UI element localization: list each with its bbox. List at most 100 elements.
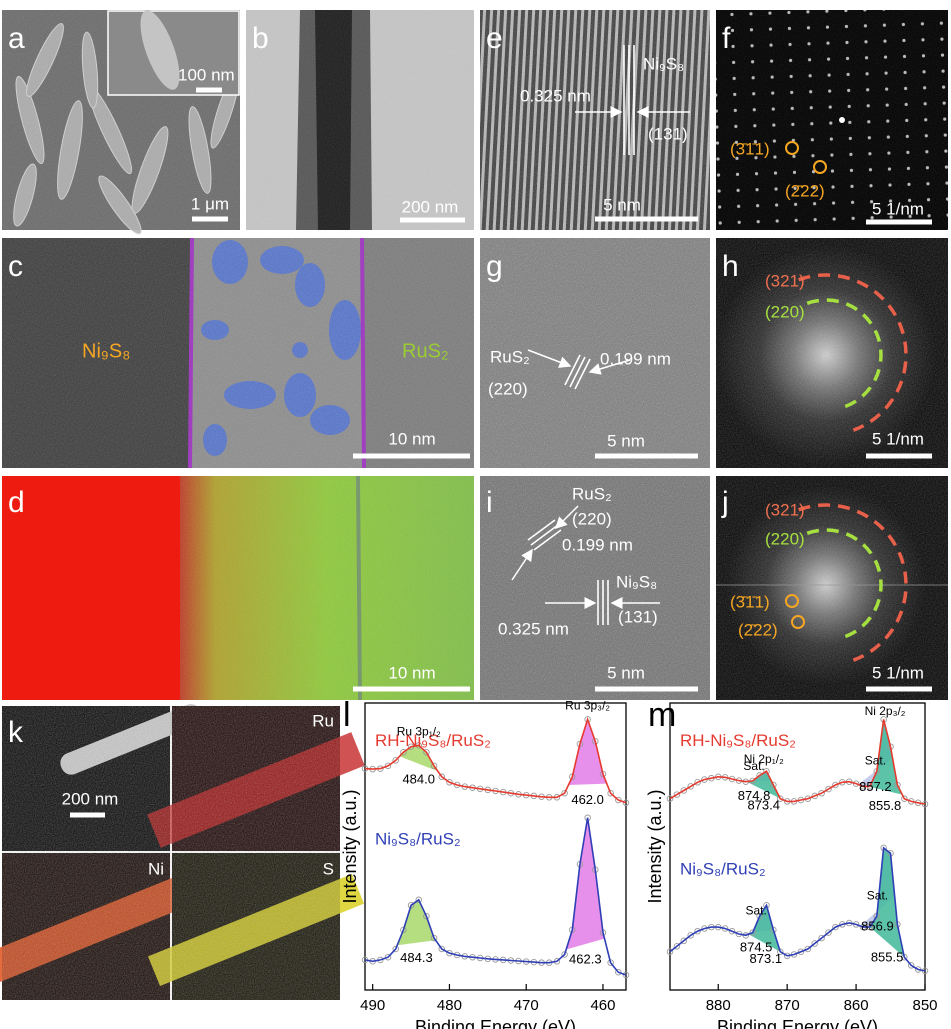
component-name: Ni 2p₁/₂	[744, 752, 784, 766]
data-point	[907, 962, 915, 969]
panel-g: g RuS₂ (220) 0.199 nm 5 nm	[480, 238, 710, 468]
peak-label: 484.0	[402, 771, 435, 786]
data-point	[438, 773, 446, 781]
peak-label: 484.3	[400, 950, 433, 965]
arrow	[511, 548, 533, 581]
fit-component	[568, 719, 607, 785]
data-point	[622, 799, 630, 807]
spot-circle	[785, 141, 799, 155]
ring-arc	[798, 503, 908, 662]
scale-label: 5 nm	[607, 431, 645, 450]
data-point	[615, 968, 622, 976]
peak-label: 873.4	[747, 798, 780, 813]
panel-c: c Ni₉S₈ RuS₂ 10 nm	[2, 237, 474, 469]
data-point	[561, 789, 568, 797]
x-tick-label: 860	[844, 997, 869, 1014]
ring-label: (220)	[765, 302, 805, 321]
data-point	[423, 912, 430, 920]
panel-label: a	[8, 22, 25, 55]
boundary	[188, 237, 194, 469]
data-point	[666, 795, 674, 802]
data-point	[392, 757, 399, 764]
scale-label: 10 nm	[388, 429, 435, 448]
panel-label: f	[722, 22, 731, 55]
grain	[2, 706, 340, 1000]
data-point	[777, 795, 784, 802]
phase-label: Ni₉S₈	[616, 572, 657, 591]
panel-b: b 200 nm	[246, 10, 474, 230]
grain	[716, 238, 948, 468]
fit-component	[399, 745, 438, 772]
spacing-label: 0.199 nm	[600, 349, 671, 368]
fit-component	[566, 820, 605, 950]
fit-envelope	[669, 719, 926, 805]
fit-envelope	[364, 817, 627, 976]
fit-component	[748, 906, 783, 954]
map-label: Ni	[148, 859, 164, 878]
fit-envelope	[364, 716, 627, 804]
grain	[246, 10, 474, 230]
spot-circle	[791, 615, 805, 629]
lattice-line	[569, 356, 586, 388]
grain	[480, 476, 710, 700]
spot-label: (2̄22)	[738, 620, 778, 639]
component-name: Sat.	[743, 759, 764, 773]
panel-label: k	[8, 716, 24, 749]
component-name: Sat.	[867, 889, 888, 903]
scale-label: 200 nm	[402, 197, 459, 216]
lattice-line	[574, 358, 591, 390]
data-point	[804, 945, 812, 953]
grain	[716, 10, 948, 230]
panel-label: i	[486, 486, 493, 519]
grain	[480, 238, 710, 468]
scale-label: 200 nm	[62, 789, 119, 808]
plane-label: (220)	[572, 509, 612, 528]
panel-a: 100 nm a 1 μm	[2, 10, 240, 235]
phase-label: RuS₂	[572, 484, 612, 503]
data-point	[694, 927, 701, 935]
x-tick-label: 460	[590, 997, 615, 1014]
peak-label: 855.5	[871, 950, 904, 965]
x-axis-label: Binding Energy (eV)	[717, 1017, 878, 1029]
component-name: Ru 3p₃/₂	[565, 699, 610, 713]
data-point	[763, 768, 770, 775]
map-label: S	[323, 859, 334, 878]
plane-label: (131)	[618, 607, 658, 626]
component-name: Ni 2p₃/₂	[865, 704, 906, 718]
plot-frame	[669, 702, 926, 991]
panel-label: d	[8, 486, 25, 519]
grain	[716, 476, 948, 700]
data-point	[680, 937, 688, 945]
map-label: Ru	[312, 711, 334, 730]
y-axis-label: Intensity (a.u.)	[340, 789, 360, 903]
data-point	[728, 927, 736, 935]
arrow	[554, 505, 579, 530]
data-point	[384, 953, 392, 961]
spot-label: (2̄22)	[785, 181, 825, 200]
data-point	[446, 779, 453, 786]
data-point	[423, 748, 430, 756]
scale-label: 1 μm	[191, 194, 229, 213]
grain	[2, 238, 474, 468]
fit-component	[397, 900, 436, 946]
data-point	[832, 923, 839, 931]
panel-f: f (3̄1̄1) (2̄22) 5 1/nm	[716, 10, 948, 230]
lattice-line	[564, 354, 581, 386]
data-point	[666, 948, 674, 955]
peak-label: 874.5	[740, 939, 773, 954]
ring-arc	[806, 528, 883, 639]
peak-label: 462.3	[569, 952, 602, 967]
spacing-label: 0.199 nm	[562, 535, 633, 554]
panel-label: j	[721, 486, 729, 519]
panel-j: j (321) (220) (3̄1̄1) (2̄22) 5 1/nm	[716, 476, 948, 700]
series-name: Ni₉S₈/RuS₂	[680, 859, 766, 878]
data-point	[561, 951, 568, 958]
data-point	[777, 948, 784, 955]
data-point	[825, 785, 832, 793]
grain	[180, 476, 474, 700]
x-tick-label: 870	[775, 997, 800, 1014]
data-point	[384, 762, 392, 770]
data-point	[811, 792, 818, 800]
ring-arc	[798, 273, 908, 432]
series-name: RH-Ni₉S₈/RuS₂	[680, 731, 796, 750]
